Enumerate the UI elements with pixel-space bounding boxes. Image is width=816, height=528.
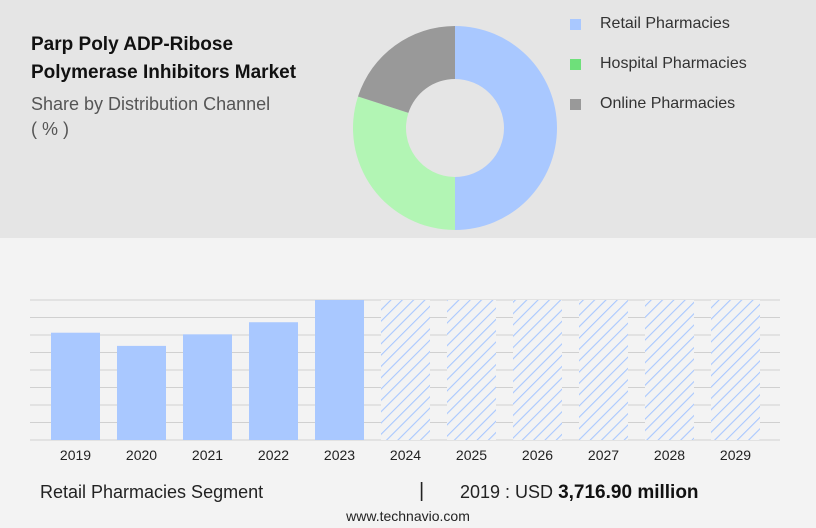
segment-label: Retail Pharmacies Segment [40,482,264,502]
value-amount: 3,716.90 million [558,482,699,503]
bar-chart: 2019 2020 2021 2022 2023 2024 2025 2026 2027 2028… [30,299,780,463]
legend-swatch-online [570,98,581,110]
chart-title-line1: Parp Poly ADP-Ribose [31,34,234,55]
chart-unit: ( % ) [31,119,69,139]
donut-chart [353,26,557,230]
bar-2023 [315,300,364,440]
x-tick-label-2024: 2024 [390,447,421,463]
donut-slice-online [357,26,455,113]
forecast-bar-2025 [447,300,496,440]
x-tick-label-2022: 2022 [258,447,289,463]
footer-separator: | [419,480,425,502]
forecast-bar-2026 [513,300,562,440]
x-tick-label-2020: 2020 [126,447,157,463]
value-prefix: 2019 : USD [460,482,554,502]
legend-label-online: Online Pharmacies [600,95,736,112]
segment-value: 2019 : USD 3,716.90 million [460,482,699,504]
bar-2019 [51,332,100,440]
x-tick-label-2025: 2025 [456,447,487,463]
forecast-bar-2027 [579,300,628,440]
forecast-bar-2029 [711,300,760,440]
bar-2022 [249,322,298,440]
legend-swatch-retail [570,18,581,30]
legend-swatch-hospital [570,58,581,70]
x-tick-label-2021: 2021 [192,447,223,463]
bar-2020 [117,345,166,440]
legend-label-hospital: Hospital Pharmacies [600,55,747,72]
chart-subtitle: Share by Distribution Channel [31,94,271,114]
x-tick-label-2019: 2019 [60,447,91,463]
x-tick-label-2029: 2029 [720,447,751,463]
forecast-bar-2024 [381,300,430,440]
source-link[interactable]: www.technavio.com [346,508,470,524]
x-tick-label-2028: 2028 [654,447,685,463]
forecast-bar-2028 [645,300,694,440]
legend-item-online: Online Pharmacies [570,94,735,114]
legend-item-hospital: Hospital Pharmacies [570,54,747,74]
chart-title-line2: Polymerase Inhibitors Market [31,62,297,83]
donut-slice-retail [455,26,557,230]
x-tick-label-2027: 2027 [588,447,619,463]
legend-label-retail: Retail Pharmacies [600,15,730,32]
bar-2021 [183,334,232,440]
donut-slice-hospital [353,96,455,230]
x-tick-label-2026: 2026 [522,447,553,463]
x-tick-label-2023: 2023 [324,447,355,463]
legend-item-retail: Retail Pharmacies [570,14,730,34]
